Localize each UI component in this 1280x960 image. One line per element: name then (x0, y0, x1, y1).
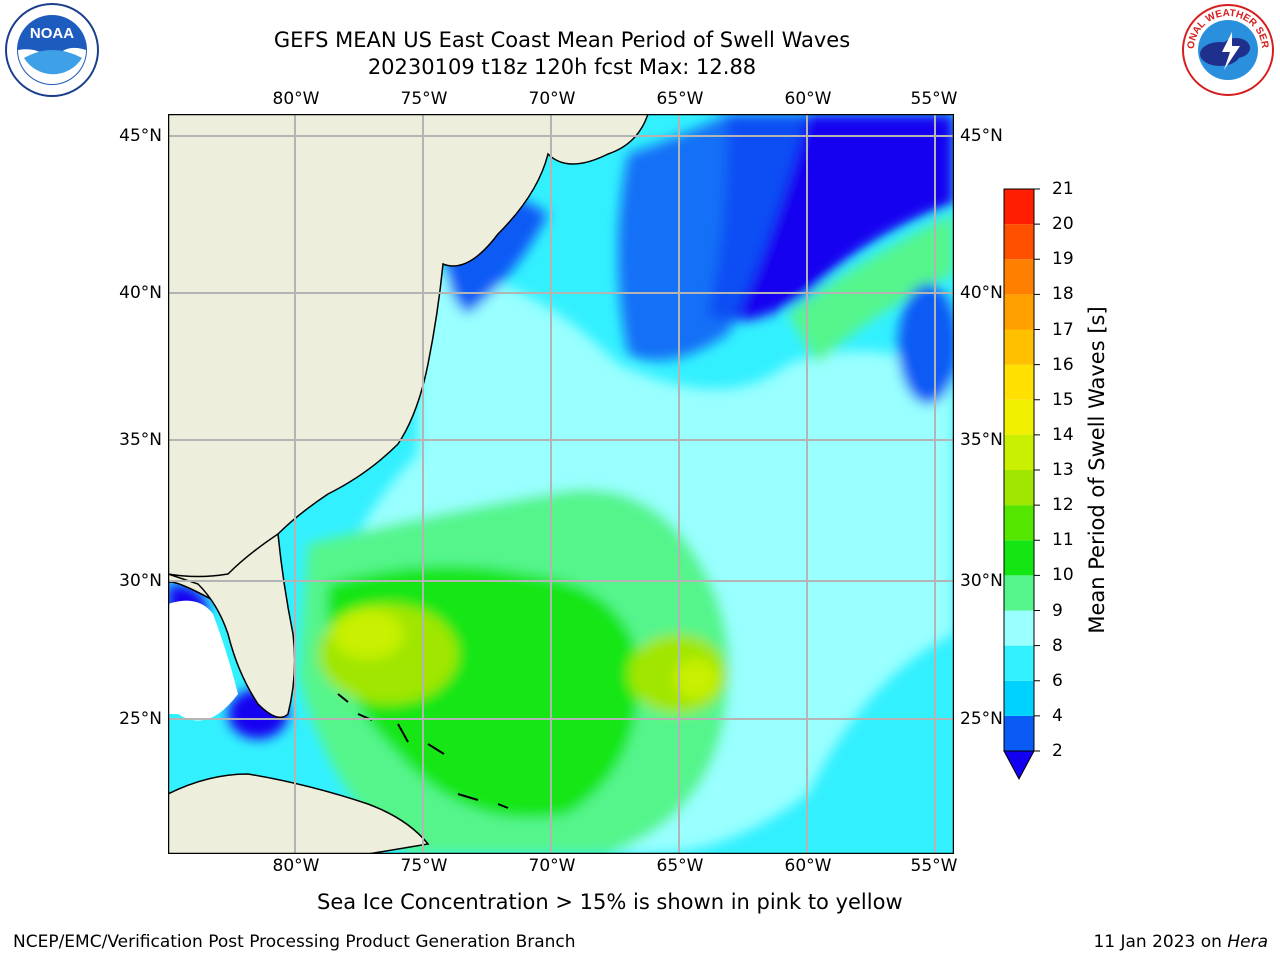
lat-label-right-25n: 25°N (960, 709, 1003, 729)
colorbar-segment (1004, 329, 1034, 365)
generation-date: 11 Jan 2023 on Hera (1093, 932, 1268, 952)
colorbar-tick-label: 17 (1052, 319, 1074, 340)
lon-label-top-60w: 60°W (784, 89, 832, 109)
colorbar-tick-label: 4 (1052, 705, 1063, 726)
colorbar-tick-label: 18 (1052, 284, 1074, 305)
swell-band-12-13s (333, 609, 403, 659)
colorbar-segment (1004, 540, 1034, 576)
colorbar-label: Mean Period of Swell Waves [s] (1085, 306, 1109, 634)
colorbar-tick-label: 12 (1052, 495, 1074, 516)
lon-label-top-70w: 70°W (528, 89, 576, 109)
colorbar-tick-label: 2 (1052, 741, 1063, 761)
lat-label-left-25n: 25°N (119, 709, 162, 729)
lon-label-top-80w: 80°W (272, 89, 320, 109)
colorbar-segment (1004, 645, 1034, 681)
colorbar-segment (1004, 505, 1034, 541)
machine-name: Hera (1227, 932, 1268, 952)
colorbar-segment (1004, 189, 1034, 225)
colorbar-tick-label: 15 (1052, 389, 1074, 410)
national-weather-service-logo: NATIONAL WEATHER SERVICE (1180, 2, 1274, 96)
graticule (168, 114, 954, 854)
lon-label-bottom-70w: 70°W (528, 856, 576, 876)
colorbar-under-extension (1003, 750, 1035, 781)
colorbar-segment (1004, 399, 1034, 435)
colorbar-segment (1004, 470, 1034, 506)
colorbar-segment (1004, 364, 1034, 400)
colorbar-tick-label: 20 (1052, 214, 1074, 235)
lon-label-top-75w: 75°W (400, 89, 448, 109)
colorbar-tick-label: 16 (1052, 354, 1074, 375)
colorbar-tick-label: 11 (1052, 530, 1074, 551)
colorbar-segment (1004, 680, 1034, 716)
colorbar-tick-label: 6 (1052, 670, 1063, 691)
colorbar-segment (1004, 610, 1034, 646)
lon-label-bottom-55w: 55°W (910, 856, 958, 876)
producer-credit: NCEP/EMC/Verification Post Processing Pr… (13, 932, 576, 952)
lon-label-bottom-65w: 65°W (656, 856, 704, 876)
colorbar-tick-label: 10 (1052, 565, 1074, 586)
map-frame (168, 114, 954, 854)
bahamas-islands (337, 693, 509, 809)
lon-label-bottom-80w: 80°W (272, 856, 320, 876)
colorbar-tick-label: 21 (1052, 179, 1074, 199)
colorbar (1003, 188, 1040, 781)
lon-label-top-55w: 55°W (910, 89, 958, 109)
lon-label-top-65w: 65°W (656, 89, 704, 109)
land-gulf-coast-white (168, 600, 238, 721)
lat-label-right-45n: 45°N (960, 126, 1003, 146)
colorbar-segment (1004, 715, 1034, 751)
chart-title: GEFS MEAN US East Coast Mean Period of S… (273, 28, 851, 52)
colorbar-tick-label: 14 (1052, 424, 1074, 445)
lat-label-left-35n: 35°N (119, 430, 162, 450)
colorbar-segment (1004, 294, 1034, 330)
generation-date-text: 11 Jan 2023 on (1093, 932, 1228, 952)
colorbar-segment (1004, 259, 1034, 295)
colorbar-segment (1004, 434, 1034, 470)
lat-label-right-40n: 40°N (960, 283, 1003, 303)
noaa-logo-text: NOAA (30, 25, 74, 42)
land-cuba (168, 773, 430, 854)
colorbar-tick-label: 13 (1052, 460, 1074, 480)
swell-band-12-13s-east (674, 659, 718, 699)
lon-label-bottom-75w: 75°W (400, 856, 448, 876)
lon-label-bottom-60w: 60°W (784, 856, 832, 876)
colorbar-tick-label: 8 (1052, 635, 1063, 656)
lat-label-left-40n: 40°N (119, 283, 162, 303)
chart-subtitle: 20230109 t18z 120h fcst Max: 12.88 (367, 55, 757, 79)
colorbar-tick-label: 9 (1052, 600, 1063, 621)
swell-band-2-4s-east (898, 284, 954, 404)
colorbar-tick-label: 19 (1052, 249, 1074, 270)
colorbar-segment (1004, 224, 1034, 260)
swell-period-map (168, 114, 954, 854)
swell-band-9-10s-northeast (788, 214, 954, 364)
noaa-logo: NOAA (5, 3, 99, 97)
swell-band-2-4s (618, 114, 808, 361)
colorbar-segment (1004, 575, 1034, 611)
lat-label-left-30n: 30°N (119, 571, 162, 591)
lat-label-right-30n: 30°N (960, 571, 1003, 591)
sea-ice-note: Sea Ice Concentration > 15% is shown in … (317, 890, 903, 914)
lat-label-right-35n: 35°N (960, 430, 1003, 450)
lat-label-left-45n: 45°N (119, 126, 162, 146)
